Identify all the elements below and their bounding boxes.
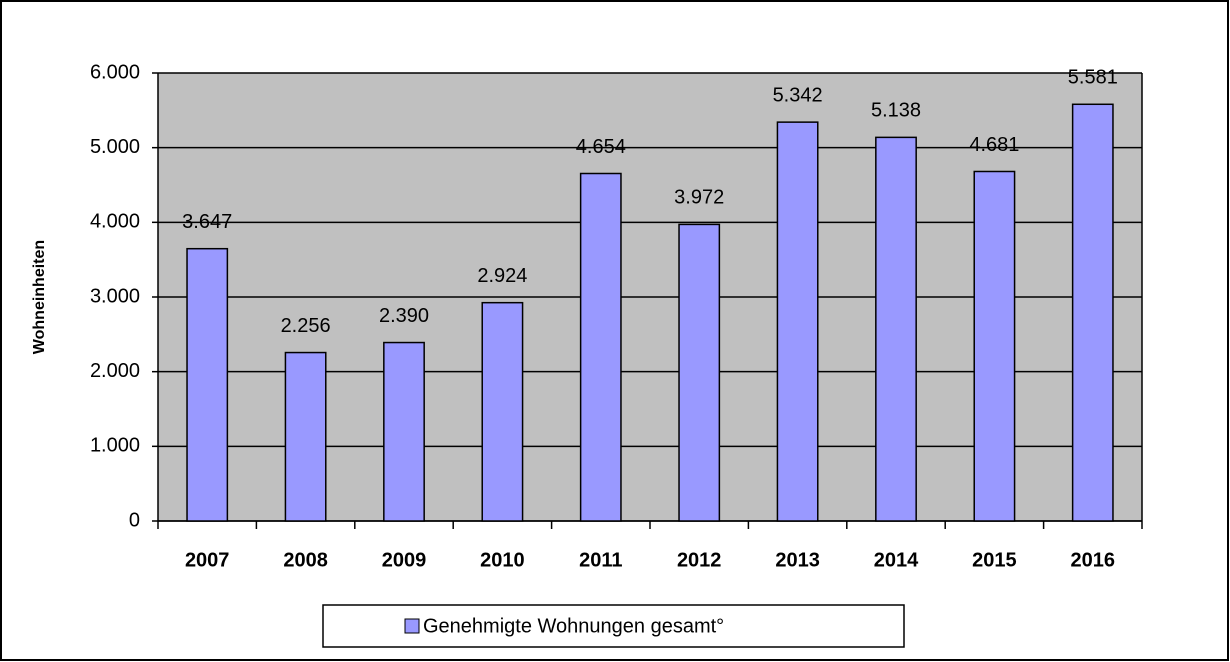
- bar: [973, 170, 1016, 522]
- data-label: 3.647: [182, 211, 232, 233]
- data-label: 5.342: [773, 84, 823, 106]
- data-label: 5.581: [1068, 67, 1118, 89]
- data-label: 2.390: [379, 305, 429, 327]
- x-tick-label: 2015: [972, 549, 1017, 571]
- bar: [579, 172, 622, 522]
- bar: [481, 301, 524, 522]
- legend-label: Genehmigte Wohnungen gesamt°: [423, 615, 724, 637]
- data-label: 3.972: [674, 187, 724, 209]
- y-tick-label: 1.000: [90, 435, 140, 457]
- y-tick-label: 4.000: [90, 211, 140, 233]
- x-tick-label: 2009: [382, 549, 427, 571]
- data-label: 4.681: [969, 134, 1019, 156]
- bar: [776, 121, 819, 522]
- legend-box: [322, 604, 905, 648]
- y-axis-title: Wohneinheiten: [31, 240, 48, 354]
- x-tick-label: 2010: [480, 549, 525, 571]
- bar: [284, 351, 327, 522]
- bar: [875, 136, 917, 522]
- y-tick-label: 6.000: [90, 61, 140, 83]
- bar: [1071, 103, 1114, 522]
- bar: [186, 247, 229, 522]
- data-label: 5.138: [871, 100, 921, 122]
- bar: [383, 341, 425, 522]
- x-tick-label: 2011: [579, 549, 622, 571]
- x-tick-label: 2012: [677, 549, 722, 571]
- y-tick-label: 5.000: [90, 136, 140, 158]
- bar: [678, 223, 721, 522]
- y-tick-label: 3.000: [90, 285, 140, 307]
- x-tick-label: 2013: [775, 549, 820, 571]
- data-label: 4.654: [576, 136, 626, 158]
- x-tick-label: 2014: [874, 549, 919, 571]
- x-tick-label: 2008: [283, 549, 328, 571]
- data-label: 2.256: [281, 315, 331, 337]
- x-tick-label: 2007: [185, 549, 230, 571]
- data-label: 2.924: [477, 265, 527, 287]
- x-tick-label: 2016: [1071, 549, 1116, 571]
- y-tick-label: 0: [129, 509, 140, 531]
- legend-swatch: [404, 618, 420, 634]
- y-tick-label: 2.000: [90, 360, 140, 382]
